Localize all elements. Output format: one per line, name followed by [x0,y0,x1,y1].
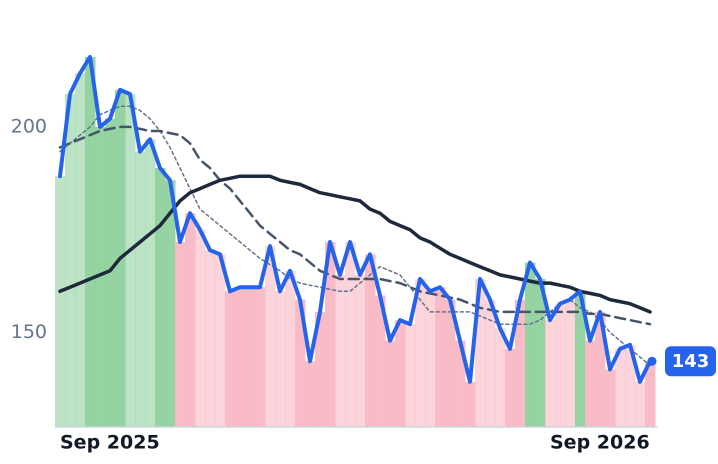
bar [405,324,416,427]
last-point [647,356,657,366]
bar [95,126,106,427]
bar [645,361,656,427]
last-value-badge [665,346,716,377]
bar [305,361,316,427]
bar [285,270,296,427]
bar [455,340,466,427]
series-line [58,125,652,326]
bar [185,213,196,427]
x-tick-label: Sep 2026 [550,432,650,454]
bar [195,229,206,427]
bar [205,250,216,427]
bar [165,180,176,427]
bar [615,348,626,427]
bar [485,299,496,427]
bar [515,299,526,427]
y-tick-label: 150 [11,321,47,343]
bar [495,328,506,427]
bar [395,320,406,427]
bar [65,94,76,427]
bar [275,291,286,427]
bar [225,291,236,427]
bar [525,262,536,427]
series-line [58,55,652,384]
bar [175,242,186,427]
bar [125,94,136,427]
bar [315,311,326,427]
bar [75,73,86,427]
bar [445,299,456,427]
bar [425,291,436,427]
bar [345,242,356,427]
bar [155,168,166,427]
bar [595,311,606,427]
bar [335,274,346,427]
bar [375,295,386,427]
bar [85,57,96,427]
bar [415,279,426,427]
bar [215,254,226,427]
last-value-label: 143 [672,351,710,372]
bar [255,287,266,427]
series-line [58,174,652,314]
bar [545,320,556,427]
bar [605,369,616,427]
bar [475,279,486,427]
bar [575,291,586,427]
bar [505,348,516,427]
bar [295,299,306,427]
bar [435,287,446,427]
bar [365,254,376,427]
bar [565,299,576,427]
bar [145,139,156,427]
bar [635,381,646,427]
bar [265,246,276,427]
bar [105,118,116,428]
bar [535,279,546,427]
bar [235,287,246,427]
bar [245,287,256,427]
bar [385,340,396,427]
y-tick-label: 200 [11,115,47,137]
series-line [59,105,651,367]
bar [585,340,596,427]
bar [625,344,636,427]
bar [135,151,146,428]
bar [465,381,476,427]
bar [55,176,66,427]
bar [555,303,566,427]
bar [355,274,366,427]
x-tick-label: Sep 2025 [60,432,160,454]
bar [325,242,336,427]
